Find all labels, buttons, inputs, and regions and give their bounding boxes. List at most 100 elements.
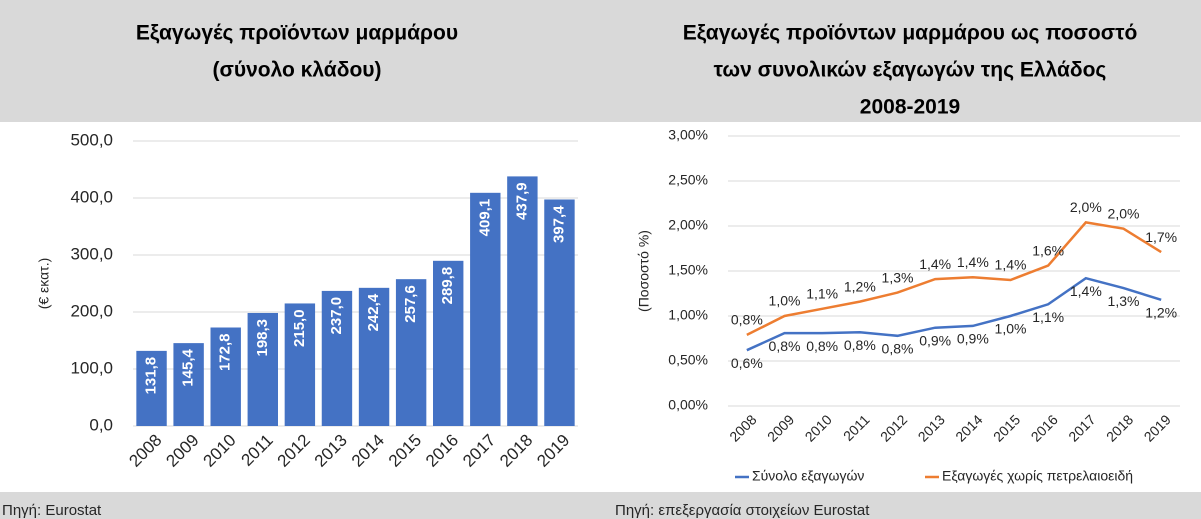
x-tick-label: 2012 [877, 411, 910, 444]
value-label: 437,9 [513, 182, 530, 220]
x-tick-label: 2014 [348, 431, 388, 471]
value-label: 1,7% [1145, 229, 1177, 245]
value-label: 237,0 [328, 297, 345, 335]
footer-band [0, 492, 1201, 519]
y-tick-label: 0,50% [668, 352, 708, 368]
bar [470, 192, 501, 426]
value-label: 1,1% [806, 286, 838, 302]
value-label: 0,8% [769, 338, 801, 354]
x-tick-label: 2014 [952, 411, 985, 444]
y-tick-label: 0,00% [668, 397, 708, 413]
x-tick-label: 2016 [422, 431, 462, 471]
value-label: 242,4 [365, 293, 382, 331]
x-tick-label: 2008 [726, 411, 759, 444]
value-label: 1,4% [1070, 283, 1102, 299]
y-tick-label: 3,00% [668, 127, 708, 143]
bar [210, 327, 241, 426]
x-tick-label: 2011 [840, 411, 873, 444]
y-tick-label: 1,00% [668, 307, 708, 323]
value-label: 1,3% [882, 269, 914, 285]
bar [284, 303, 316, 426]
value-label: 1,4% [957, 254, 989, 270]
chart-title: (σύνολο κλάδου) [213, 59, 382, 82]
x-tick-label: 2018 [496, 431, 536, 471]
legend-label: Εξαγωγές χωρίς πετρελαιοειδή [942, 468, 1133, 484]
header-band [0, 0, 1201, 122]
value-label: 1,2% [844, 278, 876, 294]
value-label: 1,3% [1108, 293, 1140, 309]
y-tick-label: 400,0 [70, 187, 113, 206]
value-label: 1,6% [1032, 242, 1064, 258]
value-label: 397,4 [550, 205, 567, 243]
bar [173, 343, 204, 426]
value-label: 1,4% [995, 257, 1027, 273]
y-axis-label: (€ εκατ.) [36, 258, 52, 310]
bar [544, 199, 575, 426]
value-label: 198,3 [254, 319, 271, 357]
chart-title: των συνολικών εξαγωγών της Ελλάδος [714, 59, 1107, 82]
value-label: 2,0% [1108, 205, 1140, 221]
x-tick-label: 2015 [990, 411, 1023, 444]
x-tick-label: 2019 [533, 431, 573, 471]
source: Πηγή: Eurostat [2, 502, 102, 519]
x-tick-label: 2016 [1028, 411, 1061, 444]
value-label: 0,8% [882, 341, 914, 357]
value-label: 145,4 [180, 348, 197, 386]
value-label: 1,1% [1032, 309, 1064, 325]
value-label: 172,8 [217, 334, 234, 372]
bar [433, 260, 464, 426]
bar [358, 287, 390, 426]
bar [507, 176, 538, 426]
x-tick-label: 2015 [385, 431, 425, 471]
value-label: 0,9% [919, 332, 951, 348]
x-tick-label: 2013 [915, 411, 948, 444]
chart-title: Εξαγωγές προϊόντων μαρμάρου [136, 22, 458, 45]
bar [395, 279, 427, 426]
x-tick-label: 2011 [238, 431, 277, 470]
value-label: 131,8 [143, 357, 160, 395]
value-label: 289,8 [439, 267, 456, 305]
y-tick-label: 300,0 [70, 244, 113, 263]
x-tick-label: 2009 [764, 411, 797, 444]
x-tick-label: 2012 [274, 431, 314, 471]
x-tick-label: 2009 [162, 431, 202, 471]
x-tick-label: 2017 [459, 431, 499, 471]
legend-label: Σύνολο εξαγωγών [752, 468, 864, 484]
y-axis-label: (Ποσοστό %) [636, 230, 652, 312]
value-label: 2,0% [1070, 199, 1102, 215]
bar [136, 350, 167, 426]
value-label: 257,6 [402, 285, 419, 323]
y-tick-label: 2,00% [668, 217, 708, 233]
chart-title: Εξαγωγές προϊόντων μαρμάρου ως ποσοστό [683, 22, 1138, 45]
x-tick-label: 2019 [1141, 411, 1174, 444]
y-tick-label: 200,0 [70, 301, 113, 320]
chart-title: 2008-2019 [860, 96, 960, 119]
line-series [746, 221, 1162, 337]
value-label: 0,6% [731, 355, 763, 371]
y-tick-label: 1,50% [668, 262, 708, 278]
value-label: 0,8% [731, 312, 763, 328]
x-tick-label: 2013 [311, 431, 351, 471]
x-tick-label: 2008 [125, 431, 165, 471]
value-label: 1,0% [769, 293, 801, 309]
line-series [746, 276, 1162, 352]
value-label: 215,0 [291, 309, 308, 347]
value-label: 0,8% [806, 338, 838, 354]
x-tick-label: 2010 [200, 431, 240, 471]
y-tick-label: 2,50% [668, 172, 708, 188]
y-tick-label: 0,0 [89, 415, 113, 434]
value-label: 1,4% [919, 256, 951, 272]
value-label: 409,1 [476, 199, 493, 237]
x-tick-label: 2017 [1065, 411, 1098, 444]
bar [321, 290, 353, 426]
value-label: 0,8% [844, 337, 876, 353]
source: Πηγή: επεξεργασία στοιχείων Eurostat [615, 502, 870, 519]
y-tick-label: 500,0 [70, 130, 113, 149]
value-label: 1,0% [995, 321, 1027, 337]
y-tick-label: 100,0 [70, 358, 113, 377]
x-tick-label: 2018 [1103, 411, 1136, 444]
bar [247, 312, 278, 426]
value-label: 1,2% [1145, 305, 1177, 321]
value-label: 0,9% [957, 331, 989, 347]
